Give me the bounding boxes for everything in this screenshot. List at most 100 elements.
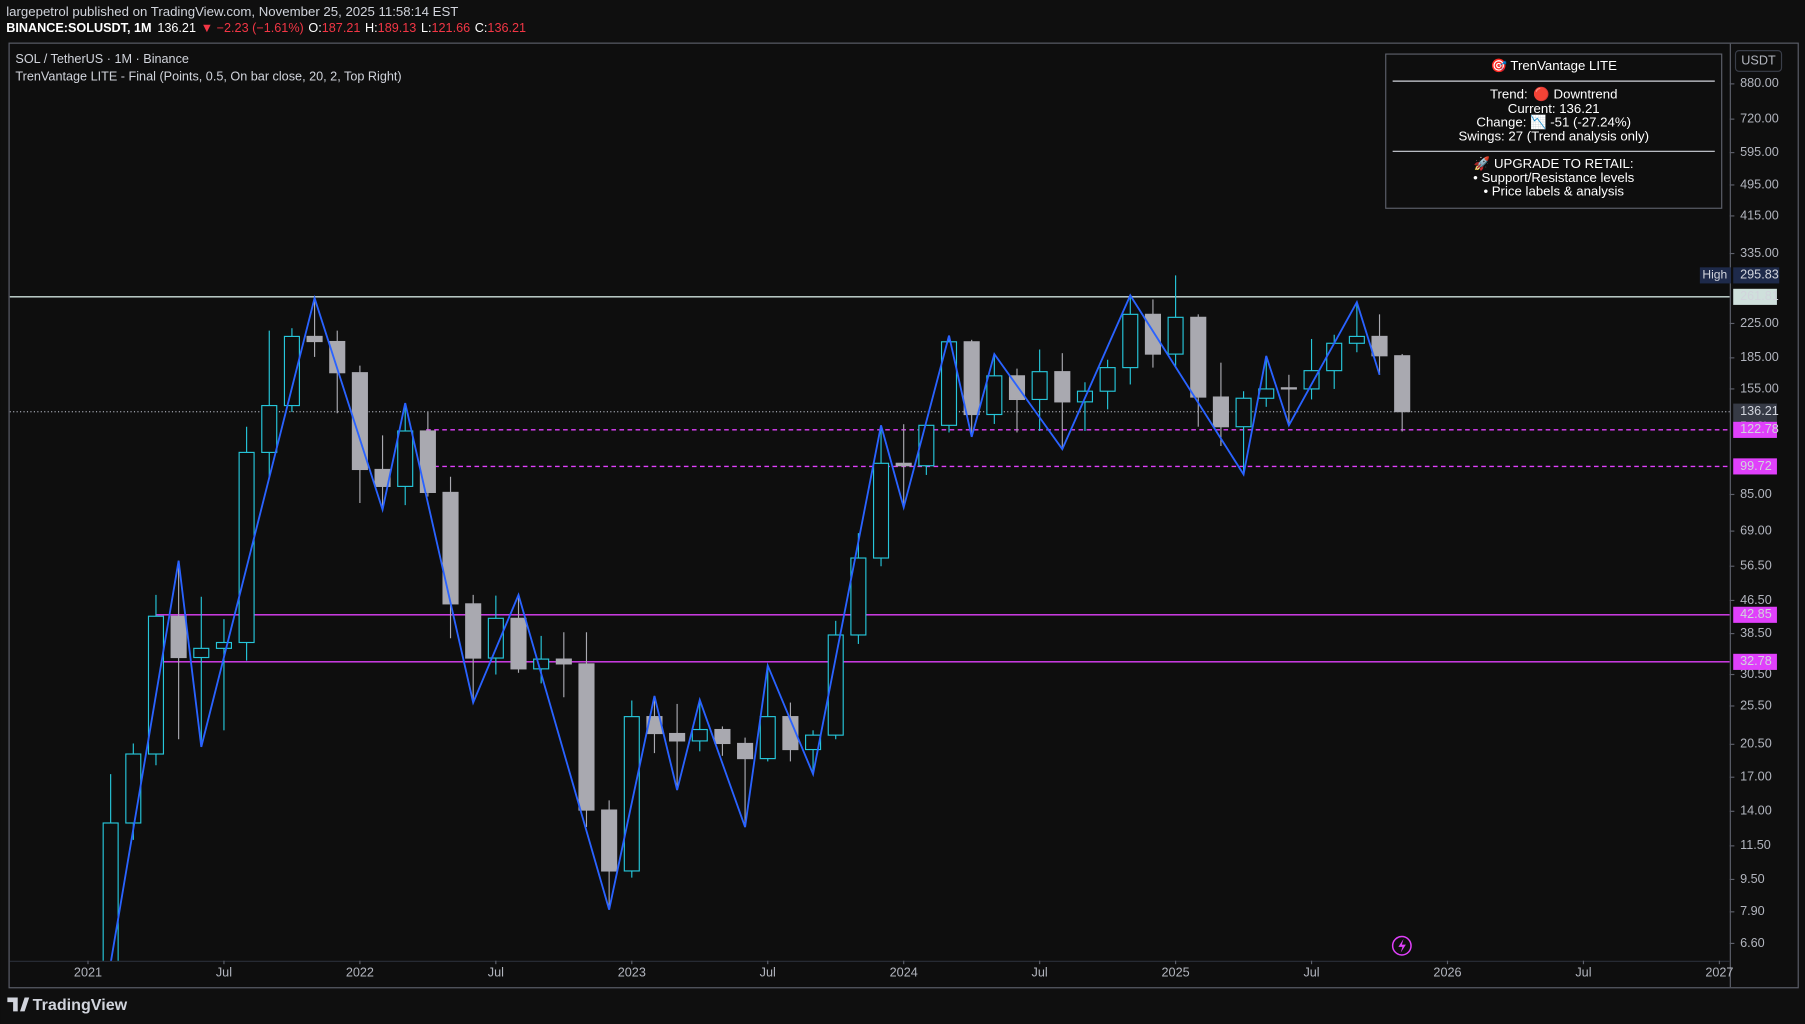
candle-body — [872, 462, 890, 559]
legend-symbol: SOL / TetherUS · 1M · Binance — [15, 52, 189, 66]
y-tick-label: 495.00 — [1740, 177, 1779, 191]
candle-body — [1394, 355, 1411, 413]
ohlc-value: 136.21 — [487, 21, 526, 35]
candle-body — [555, 658, 572, 665]
candle-body — [487, 617, 504, 659]
symbol: BINANCE:SOLUSDT, 1M — [6, 21, 151, 35]
y-tick-label: 185.00 — [1740, 350, 1779, 364]
candle-body — [1099, 367, 1116, 392]
candle-body — [1212, 396, 1229, 428]
high-label: High — [1702, 268, 1727, 282]
currency[interactable]: USDT — [1741, 53, 1776, 67]
trend-key: Trend: — [1490, 86, 1528, 101]
candle-body — [1190, 316, 1207, 398]
y-tick-label: 415.00 — [1740, 208, 1779, 222]
alert-bolt — [1398, 938, 1406, 953]
candle-body — [1371, 335, 1388, 357]
x-tick-label: 2021 — [74, 966, 102, 980]
y-tick-label: 720.00 — [1740, 111, 1779, 125]
y-tick-label: 11.50 — [1740, 838, 1771, 852]
candle-body — [261, 404, 278, 453]
currency-button[interactable] — [1734, 50, 1783, 72]
y-tick-label: 595.00 — [1740, 145, 1779, 159]
candle-body — [1258, 388, 1275, 399]
candle-body — [782, 716, 799, 751]
x-tick-label: Jul — [488, 966, 504, 980]
x-tick-label: Jul — [216, 966, 232, 980]
overlay: 🎯 TrenVantage LITE Trend: 🔴 Downtrend Cur… — [1385, 53, 1723, 956]
x-tick-label: 2022 — [346, 966, 374, 980]
panel-line: Change: 📉 -51 (-27.24%) — [1476, 115, 1631, 130]
candle-body — [419, 430, 436, 493]
panel-trend: Trend: 🔴 Downtrend — [1490, 86, 1618, 101]
y-tick-label: 20.50 — [1740, 737, 1772, 751]
x-tick-label: 2023 — [618, 966, 646, 980]
y-tick-label: 30.50 — [1740, 667, 1772, 681]
change: ▼ −2.23 (−1.61%) — [201, 21, 304, 35]
panel-title: 🎯 TrenVantage LITE — [1490, 58, 1617, 73]
candle-body — [215, 641, 232, 649]
x-tick-label: 2025 — [1162, 966, 1190, 980]
y-tick-label: 880.00 — [1740, 76, 1779, 90]
candle-body — [510, 617, 527, 670]
price: 136.21 — [157, 21, 196, 35]
candle-body — [306, 335, 323, 343]
panel-upgrade: • Support/Resistance levels — [1473, 170, 1635, 185]
y-tick-label: 14.00 — [1740, 804, 1772, 818]
symbol-line: BINANCE:SOLUSDT, 1M 136.21 ▼ −2.23 (−1.61%… — [6, 21, 526, 35]
candle-body — [578, 663, 595, 811]
price-label-box — [1733, 653, 1777, 670]
high-value-box — [1733, 267, 1780, 284]
price-label-box — [1733, 606, 1777, 623]
ohlc-key: C: — [475, 21, 488, 35]
candle-body — [759, 716, 776, 760]
candle-body — [125, 753, 142, 824]
candle-body — [1122, 313, 1139, 369]
y-tick-label: 69.00 — [1740, 523, 1772, 537]
y-tick-label: 85.00 — [1740, 487, 1772, 501]
price-label: 122.78 — [1740, 422, 1779, 436]
panel-upgrade: • Price labels & analysis — [1483, 184, 1624, 199]
candle-body — [918, 424, 935, 467]
candle-body — [1144, 313, 1161, 355]
price-label-box — [1733, 421, 1777, 438]
candle-body — [850, 557, 867, 636]
price-label: 136.21 — [1740, 404, 1779, 418]
candle-body — [351, 372, 368, 471]
x-tick-label: Jul — [1032, 966, 1048, 980]
price-label: 32.78 — [1740, 654, 1772, 668]
panel-line: Current: 136.21 — [1508, 101, 1600, 116]
axes: 880.00 720.00 595.00 495.00 415.00 335.00 225.… — [74, 76, 1780, 980]
candle-body — [397, 430, 414, 487]
high-value: 295.83 — [1740, 268, 1779, 282]
y-tick-label: 9.50 — [1740, 872, 1765, 886]
candle-body — [669, 732, 686, 742]
info-panel — [1385, 53, 1723, 209]
footer: TradingView — [7, 996, 128, 1014]
candle-body — [170, 615, 187, 659]
candle-body — [827, 634, 844, 736]
candle-body — [623, 716, 640, 872]
ohlc-key: L: — [421, 21, 432, 35]
x-tick-label: 2027 — [1705, 966, 1733, 980]
candle-body — [329, 340, 346, 374]
x-tick-label: 2026 — [1433, 966, 1461, 980]
candle-body — [147, 615, 165, 755]
price-label-box — [1733, 288, 1777, 305]
panel-line: Swings: 27 (Trend analysis only) — [1458, 128, 1649, 143]
candle-body — [986, 375, 1003, 416]
alert-icon[interactable] — [1391, 935, 1412, 956]
y-tick-label: 38.50 — [1740, 626, 1772, 640]
ohlc-value: 187.21 — [322, 21, 361, 35]
y-tick-label: 56.50 — [1740, 559, 1772, 573]
ohlc-value: 189.13 — [378, 21, 417, 35]
ohlc-value: 121.66 — [431, 21, 470, 35]
ohlc-key: O: — [308, 21, 321, 35]
y-tick-label: 17.00 — [1740, 770, 1772, 784]
price-label: 99.72 — [1740, 459, 1772, 473]
x-tick-label: Jul — [1303, 966, 1319, 980]
candle-body — [1326, 342, 1343, 372]
y-tick-label: 6.60 — [1740, 936, 1765, 950]
